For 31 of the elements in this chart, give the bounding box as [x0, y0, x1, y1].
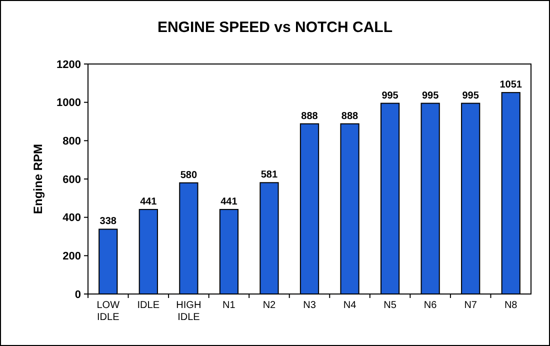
x-tick-label: N3: [303, 300, 316, 311]
y-tick-label: 1200: [56, 58, 81, 71]
data-label: 441: [140, 196, 158, 208]
data-label: 581: [260, 170, 278, 181]
x-tick-label: IDLE: [137, 300, 160, 311]
x-tick-label: N4: [343, 300, 357, 311]
data-label: 995: [422, 90, 440, 102]
x-tick-label: N2: [262, 300, 276, 311]
data-label: 1051: [500, 80, 522, 91]
y-tick-label: 400: [62, 212, 81, 224]
y-tick-label: 0: [74, 288, 81, 301]
y-tick-label: 600: [62, 174, 81, 186]
data-label: 338: [100, 216, 117, 228]
y-axis-title: Engine RPM: [31, 144, 45, 214]
x-tick-label: HIGH IDLE: [176, 300, 202, 323]
x-tick-label: N7: [464, 300, 478, 311]
x-tick-label: N8: [504, 300, 518, 311]
data-label: 441: [220, 196, 238, 208]
y-tick-label: 1000: [56, 97, 81, 110]
data-label: 580: [180, 170, 198, 181]
x-tick-label: N6: [424, 300, 438, 311]
data-label: 888: [301, 110, 318, 122]
chart-title: ENGINE SPEED vs NOTCH CALL: [157, 19, 393, 36]
x-tick-label: LOW IDLE: [96, 300, 120, 323]
data-label: 995: [382, 90, 399, 102]
y-tick-label: 200: [62, 250, 81, 263]
data-label: 888: [341, 110, 359, 122]
y-tick-label: 800: [62, 136, 81, 148]
data-label: 995: [462, 90, 480, 102]
x-tick-label: N5: [384, 300, 397, 311]
x-tick-label: N1: [222, 300, 236, 311]
